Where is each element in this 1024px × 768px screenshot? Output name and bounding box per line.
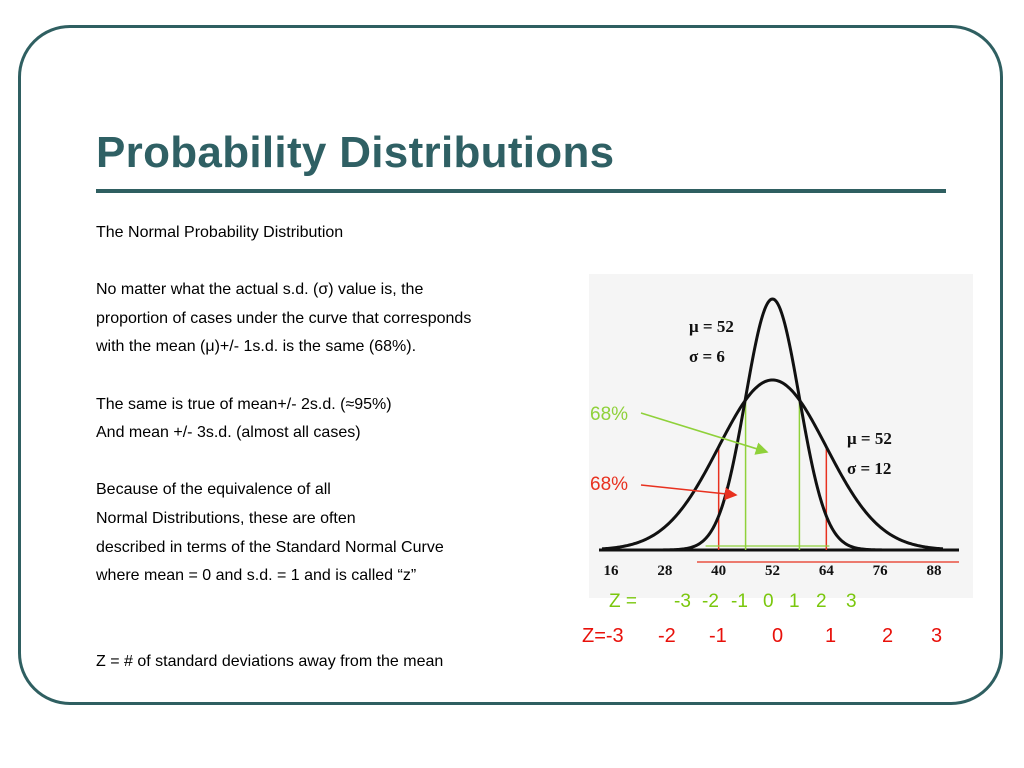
z-value: -2	[658, 625, 676, 647]
tick-label: 52	[765, 563, 780, 579]
tick-label: 88	[927, 563, 942, 579]
para3-line3: described in terms of the Standard Norma…	[96, 538, 444, 556]
slide-frame	[18, 25, 1003, 705]
tick-label: 28	[657, 563, 672, 579]
z-narrow-prefix: Z =	[609, 591, 637, 612]
para2-line1: The same is true of mean+/- 2s.d. (≈95%)	[96, 395, 392, 413]
z-value: -1	[709, 625, 727, 647]
para3-line2: Normal Distributions, these are often	[96, 509, 356, 527]
z-value: 1	[825, 625, 837, 647]
para2-line2: And mean +/- 3s.d. (almost all cases)	[96, 424, 361, 442]
tick-label: 76	[873, 563, 889, 579]
curve-sd-12	[601, 378, 944, 551]
para3-line1: Because of the equivalence of all	[96, 481, 331, 499]
curve-sd-6	[602, 297, 943, 552]
green-percent-label: 68%	[590, 404, 628, 425]
z-wide-prefix: Z=-3	[582, 625, 624, 647]
body-text: The Normal Probability Distribution No m…	[96, 219, 576, 677]
tick-label: 64	[819, 563, 835, 579]
bell-curve-chart: 16 28 40 52 64 76 88 μ = 52 σ = 6 μ = 52 σ = 12 68%…	[590, 297, 959, 579]
z-value: -2	[702, 591, 719, 612]
para3-line4: where mean = 0 and s.d. = 1 and is calle…	[96, 567, 417, 585]
para1-line1: No matter what the actual s.d. (σ) value…	[96, 281, 424, 299]
z-value: 2	[882, 625, 894, 647]
mu-label-sd6: μ = 52	[689, 317, 734, 336]
subtitle: The Normal Probability Distribution	[96, 224, 344, 241]
figure-panel: 16 28 40 52 64 76 88 μ = 52 σ = 6 μ = 52 σ = 12 68%…	[589, 274, 973, 598]
z-value: 1	[789, 591, 800, 612]
tick-label: 16	[604, 563, 620, 579]
sigma-label-sd12: σ = 12	[847, 459, 891, 478]
sigma-label-sd6: σ = 6	[689, 347, 725, 366]
z-value: 0	[763, 591, 774, 612]
z-value: 3	[846, 591, 857, 612]
para1-line2: proportion of cases under the curve that…	[96, 309, 472, 327]
z-value: -1	[731, 591, 748, 612]
z-value: 3	[931, 625, 943, 647]
red-percent-label: 68%	[590, 474, 628, 495]
tick-label: 40	[711, 563, 726, 579]
z-value: -3	[674, 591, 691, 612]
footer-line: Z = # of standard deviations away from t…	[96, 652, 444, 670]
z-value: 0	[772, 625, 784, 647]
para1-line3: with the mean (μ)+/- 1s.d. is the same (…	[96, 338, 417, 356]
title-divider	[96, 189, 946, 193]
slide-title: Probability Distributions	[96, 128, 615, 177]
green-arrow	[640, 412, 769, 455]
mu-label-sd12: μ = 52	[847, 429, 892, 448]
red-arrow	[640, 484, 738, 501]
z-value: 2	[816, 591, 827, 612]
